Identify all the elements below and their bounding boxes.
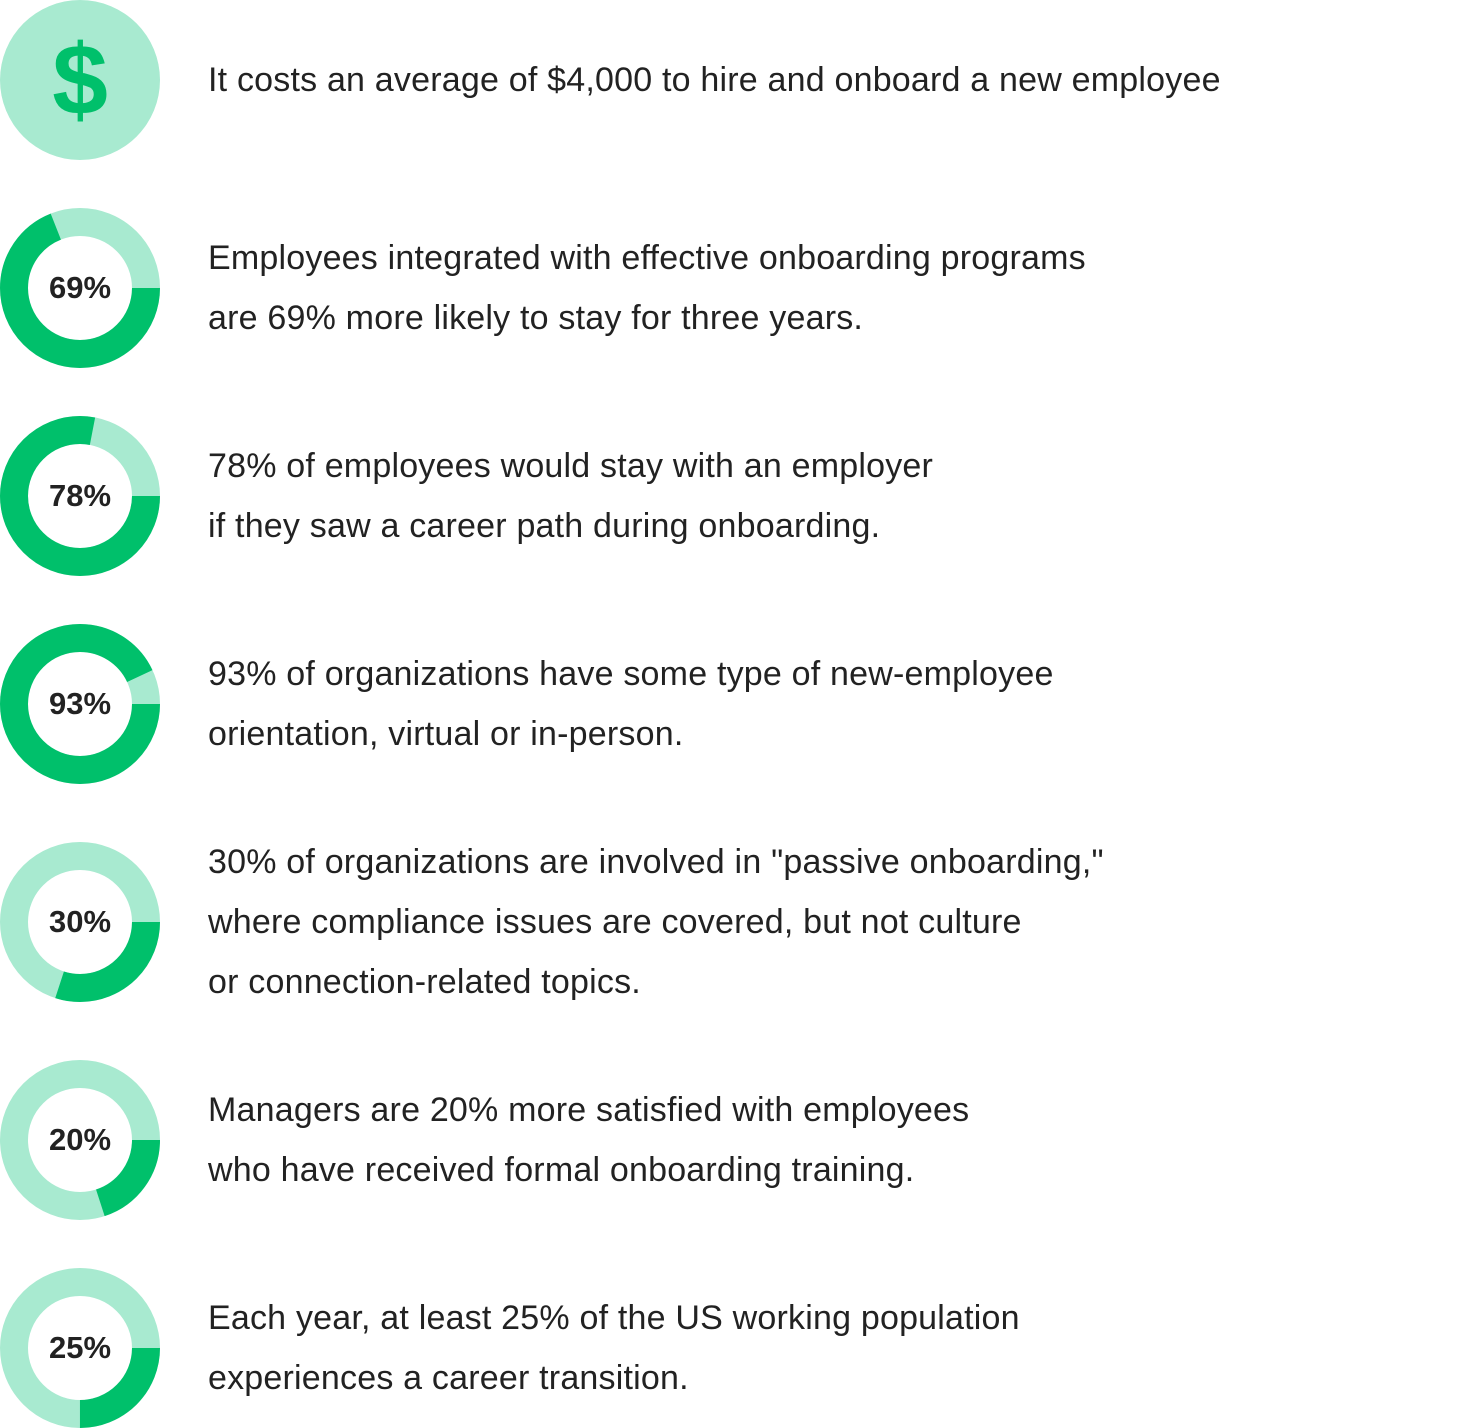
stat-text-line: 78% of employees would stay with an empl… — [208, 447, 934, 485]
stat-text-line: if they saw a career path during onboard… — [208, 507, 881, 545]
stat-text-line: who have received formal onboarding trai… — [208, 1151, 915, 1189]
stat-text: 78% of employees would stay with an empl… — [208, 436, 933, 556]
stat-text-line: Each year, at least 25% of the US workin… — [208, 1299, 1020, 1337]
donut-fill — [0, 1268, 160, 1428]
donut-fill — [0, 842, 160, 1002]
donut-gauge: 25% — [0, 1268, 160, 1428]
donut-gauge: 78% — [0, 416, 160, 576]
stat-text-line: are 69% more likely to stay for three ye… — [208, 299, 864, 337]
stat-text-line: 30% of organizations are involved in "pa… — [208, 843, 1104, 881]
stat-text-line: where compliance issues are covered, but… — [208, 903, 1022, 941]
donut-gauge: 30% — [0, 842, 160, 1002]
svg-text:$: $ — [52, 24, 108, 136]
stat-text-line: Managers are 20% more satisfied with emp… — [208, 1091, 970, 1129]
donut-label: 20% — [48, 1122, 112, 1157]
donut-label: 78% — [48, 478, 112, 513]
stat-text-line: or connection-related topics. — [208, 963, 641, 1001]
donut-fill — [0, 416, 160, 576]
stat-text: Each year, at least 25% of the US workin… — [208, 1288, 1020, 1408]
cost-text: It costs an average of $4,000 to hire an… — [208, 50, 1221, 110]
cost-text-line: It costs an average of $4,000 to hire an… — [208, 61, 1221, 99]
donut-gauge: 69% — [0, 208, 160, 368]
donut-label: 25% — [48, 1330, 112, 1365]
donut-gauge: 93% — [0, 624, 160, 784]
stat-text: Employees integrated with effective onbo… — [208, 228, 1086, 348]
donut-label: 93% — [48, 686, 112, 721]
stat-text-line: experiences a career transition. — [208, 1359, 689, 1397]
stat-text-line: orientation, virtual or in-person. — [208, 715, 684, 753]
dollar-sign-icon: $ — [0, 0, 160, 160]
donut-label: 69% — [48, 270, 112, 305]
donut-gauge: 20% — [0, 1060, 160, 1220]
donut-fill — [0, 1060, 160, 1220]
stat-text: 93% of organizations have some type of n… — [208, 644, 1054, 764]
stat-text-line: Employees integrated with effective onbo… — [208, 239, 1086, 277]
stat-text-line: 93% of organizations have some type of n… — [208, 655, 1054, 693]
donut-fill — [0, 208, 160, 368]
stat-text: 30% of organizations are involved in "pa… — [208, 832, 1104, 1012]
donut-fill — [0, 624, 160, 784]
stat-text: Managers are 20% more satisfied with emp… — [208, 1080, 969, 1200]
donut-label: 30% — [48, 904, 112, 939]
